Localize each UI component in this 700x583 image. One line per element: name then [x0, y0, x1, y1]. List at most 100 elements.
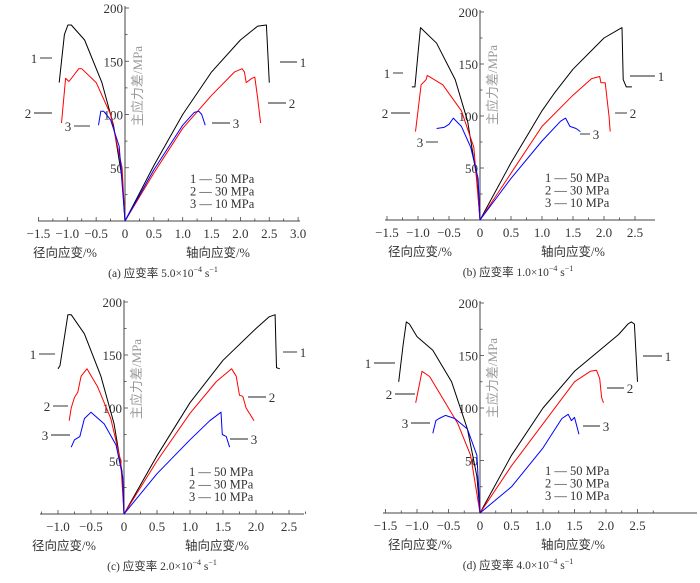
x-tick-label: 3.0	[290, 226, 306, 241]
series-3-radial-curve	[436, 117, 481, 221]
x-tick-label: 1.0	[534, 225, 550, 240]
x-tick-label: 2.0	[232, 226, 248, 241]
y-tick-label: 100	[103, 401, 123, 416]
x-tick-label: 0	[477, 518, 484, 533]
series-3-axial-curve	[124, 110, 206, 222]
caption-rate: 2.0	[160, 561, 175, 573]
x-tick-label: −1.0	[46, 519, 70, 534]
y-tick-label: 150	[459, 57, 479, 72]
x-tick-label: 2.5	[627, 225, 643, 240]
series-label-radial: 1	[384, 66, 391, 81]
x-tick-label: −1.0	[406, 225, 430, 240]
series-3-radial-curve	[70, 411, 125, 515]
x-tick-label: 0	[122, 226, 129, 241]
y-tick-label: 100	[104, 108, 124, 123]
x-tick-label: 0.5	[503, 518, 519, 533]
x-tick-label: 1.5	[565, 225, 581, 240]
series-2-axial-curve	[123, 368, 255, 515]
series-1-axial-curve	[123, 314, 280, 515]
caption-unit-exponent: −1	[565, 264, 574, 273]
series-1-axial-curve	[479, 27, 632, 221]
x-tick-label: 0.5	[146, 226, 162, 241]
x-axis-label-radial: 径向应变/%	[33, 245, 97, 260]
x-tick-label: 2.5	[261, 226, 277, 241]
y-tick-label: 200	[103, 295, 123, 310]
caption-times: ×10	[531, 267, 549, 279]
series-2-axial-curve	[124, 68, 262, 222]
legend-entry: 2 — 30 MPa	[545, 477, 610, 491]
y-axis-label: 主应力差/MPa	[129, 339, 144, 419]
series-label-radial: 1	[31, 51, 38, 66]
y-axis-label: 主应力差/MPa	[485, 45, 500, 125]
series-1-axial-curve	[124, 24, 270, 222]
series-3-radial-curve	[432, 414, 481, 514]
panel-b: −1.5 −1.0 −0.5 0 0.5 1.0 1.5 2.0 2.550100150200主…	[375, 5, 664, 279]
x-tick-label: 1.0	[182, 519, 198, 534]
x-tick-label: −1.5	[374, 518, 398, 533]
series-label-axial: 3	[233, 116, 240, 131]
series-1-radial-curve	[58, 24, 126, 222]
panel-caption: (d) 应变率 4.0×10−4 s−1	[463, 557, 573, 572]
series-label-axial: 1	[658, 69, 665, 84]
x-axis-label-radial: 径向应变/%	[388, 537, 452, 552]
series-label-axial: 2	[630, 106, 637, 121]
series-2-axial-curve	[479, 76, 611, 221]
y-tick-label: 200	[459, 5, 479, 20]
series-label-axial: 3	[251, 432, 258, 447]
legend-entry: 2 — 30 MPa	[189, 478, 254, 492]
x-tick-label: 2.5	[629, 518, 645, 533]
panel-c: −1.0 −0.5 0 0.5 1.0 1.5 2.0 2.550100150200主应力差/…	[30, 295, 307, 573]
caption-exponent: −4	[194, 265, 203, 274]
x-tick-label: 2.0	[248, 519, 264, 534]
legend-entry: 1 — 50 MPa	[545, 464, 610, 478]
legend-entry: 1 — 50 MPa	[189, 465, 254, 479]
panel-a: −1.5 −1.0 −0.5 0 0.5 1.0 1.5 2.0 2.5 3.0501001502…	[25, 1, 307, 280]
caption-unit-exponent: −1	[209, 265, 218, 274]
panel-caption: (a) 应变率 5.0×10−4 s−1	[108, 265, 218, 280]
x-tick-label: −1.0	[56, 226, 80, 241]
series-2-radial-curve	[61, 68, 126, 222]
y-tick-label: 150	[103, 348, 123, 363]
caption-prefix: (a) 应变率	[108, 266, 161, 280]
caption-times: ×10	[175, 561, 193, 573]
series-label-radial: 3	[65, 119, 72, 134]
x-tick-label: 2.0	[596, 225, 612, 240]
x-tick-label: 1.0	[175, 226, 191, 241]
y-axis-label: 主应力差/MPa	[485, 338, 500, 418]
series-2-radial-curve	[415, 370, 481, 514]
caption-rate: 1.0	[516, 267, 531, 279]
caption-prefix: (c) 应变率	[107, 559, 160, 573]
series-label-axial: 3	[603, 419, 610, 434]
series-1-radial-curve	[398, 321, 481, 514]
series-label-axial: 2	[627, 381, 634, 396]
caption-times: ×10	[176, 268, 194, 280]
y-tick-label: 150	[459, 349, 479, 364]
x-axis-label-axial: 轴向应变/%	[185, 538, 249, 553]
series-label-axial: 1	[300, 55, 307, 70]
series-label-axial: 1	[300, 345, 307, 360]
x-tick-label: −0.5	[79, 519, 103, 534]
x-axis-label-axial: 轴向应变/%	[186, 245, 250, 260]
caption-unit: s	[557, 560, 565, 572]
caption-exponent: −4	[193, 558, 202, 567]
caption-rate: 4.0	[516, 560, 531, 572]
legend-entry: 3 — 10 MPa	[190, 197, 255, 211]
caption-exponent: −4	[549, 264, 558, 273]
x-tick-label: −0.5	[437, 518, 461, 533]
caption-unit: s	[201, 561, 209, 573]
legend-entry: 3 — 10 MPa	[545, 489, 610, 503]
series-label-radial: 3	[402, 416, 409, 431]
x-axis-label-axial: 轴向应变/%	[541, 537, 605, 552]
series-3-radial-curve	[98, 110, 126, 222]
caption-unit-exponent: −1	[565, 557, 574, 566]
x-tick-label: −1.0	[405, 518, 429, 533]
y-tick-label: 200	[104, 1, 124, 16]
x-tick-label: −1.5	[27, 226, 51, 241]
x-tick-label: 0.5	[503, 225, 519, 240]
y-tick-label: 100	[459, 401, 479, 416]
x-tick-label: 2.0	[598, 518, 614, 533]
legend-entry: 2 — 30 MPa	[190, 185, 255, 199]
caption-rate: 5.0	[161, 268, 176, 280]
caption-exponent: −4	[549, 557, 558, 566]
caption-unit-exponent: −1	[208, 558, 217, 567]
